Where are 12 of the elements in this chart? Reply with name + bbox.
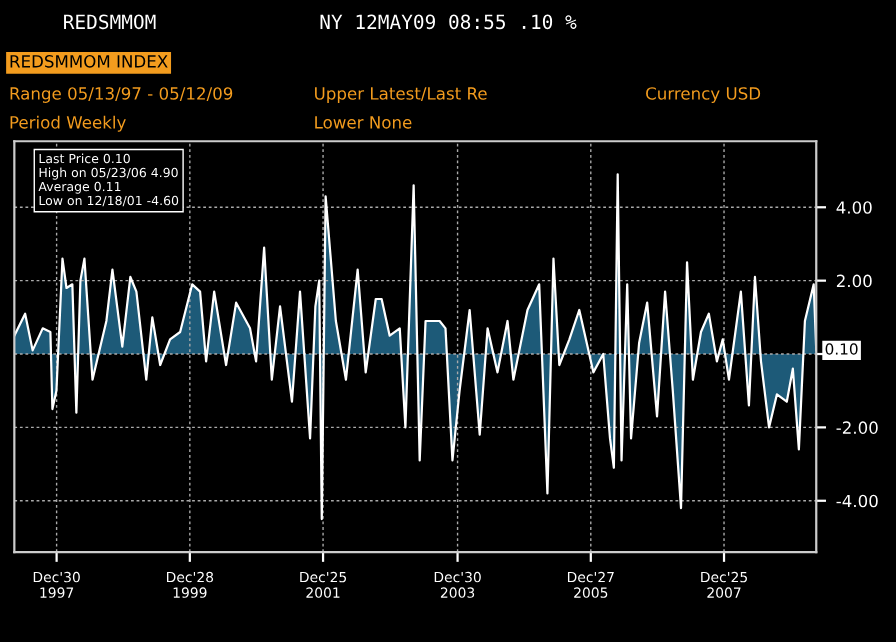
text: Upper Latest/Last Re — [315, 87, 487, 103]
y-tick-label: -2.00 — [836, 421, 878, 434]
chart-title: REDSMMOM — [64, 14, 156, 30]
text: Period Weekly — [10, 115, 126, 132]
text: REDSMMOM INDEX — [10, 55, 168, 68]
text: Range 05/13/97 - 05/12/09 — [10, 87, 233, 103]
text: Lower None — [315, 116, 412, 129]
text: Currency USD — [646, 87, 761, 103]
chart-subtitle: NY 12MAY09 08:55 .10 % — [320, 14, 577, 30]
y-tick-label: -4.00 — [836, 494, 878, 508]
y-tick-label: 4.00 — [836, 201, 872, 214]
y-tick-label: 2.00 — [836, 274, 872, 288]
